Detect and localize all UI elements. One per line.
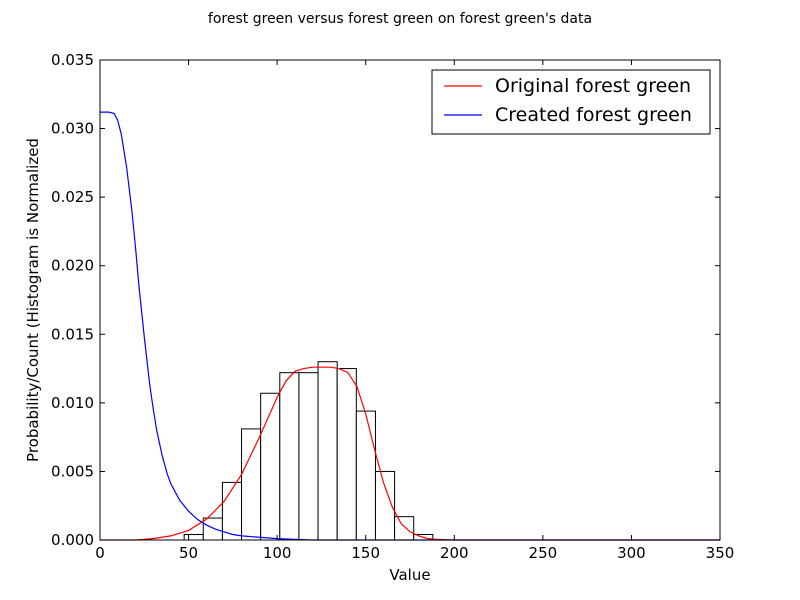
x-tick-label: 200: [440, 544, 469, 562]
histogram-bar: [317, 361, 338, 541]
histogram-bar: [355, 410, 376, 541]
legend-label-created: Created forest green: [495, 104, 692, 126]
x-tick-label: 0: [95, 544, 105, 562]
legend-label-original: Original forest green: [495, 75, 691, 97]
x-tick-label: 250: [529, 544, 558, 562]
series-line-created: [100, 111, 720, 541]
plot-frame: [99, 59, 721, 541]
y-tick-label: 0.005: [51, 462, 94, 480]
x-tick-label: 150: [351, 544, 380, 562]
legend: Original forest green Created forest gre…: [431, 69, 711, 135]
x-tick-label: 300: [617, 544, 646, 562]
x-tick-label: 50: [179, 544, 198, 562]
y-tick-label: 0.030: [51, 120, 94, 138]
y-tick-label: 0.010: [51, 394, 94, 412]
histogram-bar: [394, 516, 415, 541]
histogram-bar: [241, 428, 262, 541]
y-tick-label: 0.000: [51, 531, 94, 549]
histogram-bar: [260, 392, 281, 541]
legend-box: [431, 69, 711, 135]
y-tick-label: 0.025: [51, 188, 94, 206]
series-line-original: [100, 366, 720, 541]
histogram-bar: [298, 372, 319, 541]
histogram-bar: [183, 534, 204, 541]
y-axis-label: Probability/Count (Histogram is Normaliz…: [24, 138, 42, 462]
x-tick-label: 100: [263, 544, 292, 562]
x-tick-label: 350: [706, 544, 735, 562]
series-lines: [100, 111, 720, 541]
y-tick-label: 0.020: [51, 257, 94, 275]
y-tick-label: 0.015: [51, 325, 94, 343]
axis-ticks: 0 50 100 150 200 250 300 350 0.000 0.005 0.010 0.01…: [51, 51, 734, 562]
histogram-bar: [279, 372, 300, 541]
chart-title: forest green versus forest green on fore…: [208, 11, 592, 27]
y-tick-label: 0.035: [51, 51, 94, 69]
histogram-bar: [336, 368, 357, 541]
x-axis-label: Value: [389, 566, 430, 584]
histogram-bar: [202, 517, 223, 541]
histogram-bar: [221, 481, 243, 541]
